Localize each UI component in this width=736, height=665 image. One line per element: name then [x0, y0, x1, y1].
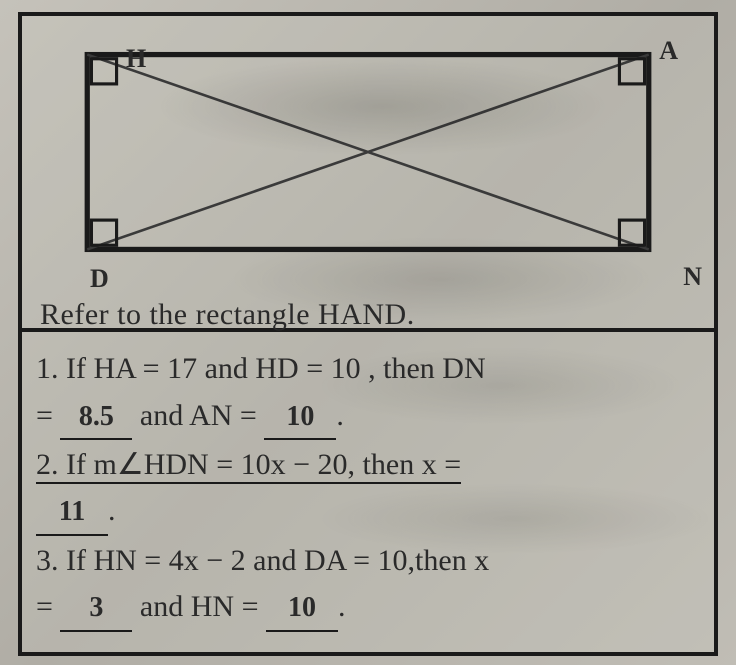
q1-text-a: 1. If HA = 17 and HD = 10 , then DN [36, 352, 486, 385]
q3-text-b: and HN = [140, 590, 266, 623]
question-3: 3. If HN = 4x − 2 and DA = 10,then x = 3… [36, 538, 692, 632]
q3-text-a: 3. If HN = 4x − 2 and DA = 10,then x [36, 544, 489, 577]
q1-suffix: . [336, 399, 344, 432]
worksheet-page: H A D N Refer to the rectangle HAND. 1. … [0, 0, 736, 665]
questions-cell: 1. If HA = 17 and HD = 10 , then DN = 8.… [18, 332, 718, 656]
q2-suffix: . [108, 494, 116, 527]
figure-caption: Refer to the rectangle HAND. [40, 298, 672, 332]
question-2: 2. If m∠HDN = 10x − 20, then x = 11. [36, 442, 692, 536]
vertex-label-h: H [126, 44, 146, 74]
q2-text: 2. If m∠HDN = 10x − 20, then x = [36, 448, 461, 484]
figure-cell: H A D N Refer to the rectangle HAND. [18, 12, 718, 332]
q3-blank-x: 3 [60, 586, 132, 631]
q2-underlined: 2. If m∠HDN = 10x − 20, then x = [36, 448, 461, 484]
q3-suffix: . [338, 590, 346, 623]
q1-text-b: and AN = [140, 399, 264, 432]
question-1: 1. If HA = 17 and HD = 10 , then DN = 8.… [36, 346, 692, 440]
rectangle-svg [64, 42, 672, 262]
rectangle-diagram: H A D N [64, 42, 672, 262]
vertex-label-a: A [659, 36, 678, 66]
q3-eq: = [36, 590, 53, 623]
q1-blank-dn: 8.5 [60, 395, 132, 440]
vertex-label-d: D [90, 264, 109, 294]
q2-blank-x: 11 [36, 490, 108, 535]
q1-blank-an: 10 [264, 395, 336, 440]
vertex-label-n: N [683, 262, 702, 292]
q3-blank-hn: 10 [266, 586, 338, 631]
q1-eq: = [36, 399, 53, 432]
